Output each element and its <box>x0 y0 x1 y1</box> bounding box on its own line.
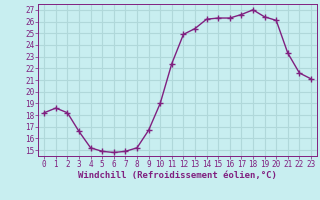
X-axis label: Windchill (Refroidissement éolien,°C): Windchill (Refroidissement éolien,°C) <box>78 171 277 180</box>
